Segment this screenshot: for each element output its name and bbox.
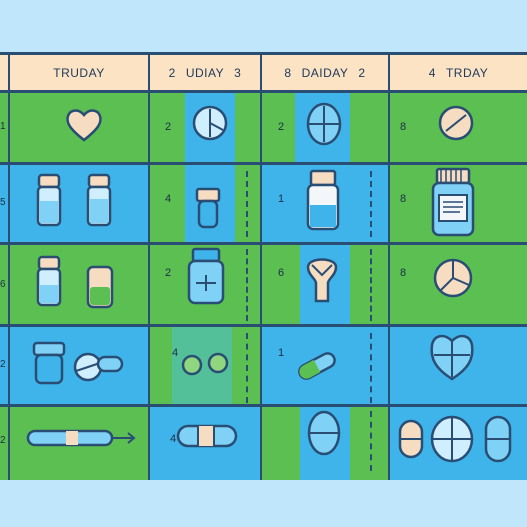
schedule-row-5: 2 4 [0, 407, 527, 480]
header-prefix-4: 4 [428, 65, 436, 80]
schedule-row-3: 6 2 6 8 [0, 245, 527, 327]
row-1-num-c: 8 [400, 121, 407, 133]
row-1-side-label: 1 [0, 121, 6, 132]
capsule-icon [298, 352, 336, 380]
row-1-num-b: 2 [278, 121, 285, 133]
row-2-num-b: 1 [278, 193, 285, 205]
row-4-num-b: 1 [278, 347, 285, 359]
assorted-pills-icon [398, 415, 512, 463]
header-col-2: 2 UDIAY 3 [150, 55, 262, 93]
prescription-bottle-icon [431, 167, 475, 237]
shield-pill-icon [306, 258, 338, 303]
schedule-row-4: 2 4 1 [0, 327, 527, 407]
row-3-num-c: 8 [400, 267, 407, 279]
row-2-side-label: 5 [0, 197, 6, 208]
heart-pill-icon [66, 109, 102, 142]
row-2-num-c: 8 [400, 193, 407, 205]
row-3-side-label: 6 [0, 279, 6, 290]
schedule-row-1: 1 2 2 8 [0, 93, 527, 165]
vial-icon [36, 255, 62, 307]
header-label-4: TRDAY [445, 65, 489, 80]
schedule-row-2: 5 4 1 8 [0, 165, 527, 245]
medicine-bottle-icon [187, 247, 225, 305]
header-label-3: DAIDAY [301, 65, 349, 80]
jar-icon [32, 341, 66, 385]
green-capsule-jar-icon [86, 265, 114, 309]
medicine-bottle-icon [306, 169, 340, 231]
row-3-num-b: 6 [278, 267, 285, 279]
row-5-side-label: 2 [0, 435, 6, 446]
header-label-1: TRUDAY [53, 65, 105, 80]
row-4-num-a: 4 [172, 347, 179, 359]
header-corner [0, 55, 10, 93]
schedule-grid: TRUDAY 2 UDIAY 3 8 DAIDAY 2 4 TRDAY 1 2 [0, 52, 527, 480]
header-prefix-3: 8 [284, 65, 292, 80]
segmented-tablet-icon [433, 258, 473, 298]
capsule-and-tablet-icon [73, 352, 124, 382]
row-4-side-label: 2 [0, 359, 6, 370]
header-suffix-3: 2 [358, 65, 366, 80]
header-prefix-2: 2 [168, 65, 176, 80]
header-col-1: TRUDAY [10, 55, 150, 93]
header-suffix-2: 3 [234, 65, 242, 80]
long-capsule-icon [176, 424, 238, 448]
round-tablet-icon [192, 105, 228, 141]
green-pills-icon [181, 352, 229, 376]
header-col-4: 4 TRDAY [390, 55, 527, 93]
cream-tablet-icon [438, 105, 474, 141]
row-2-num-a: 4 [165, 193, 172, 205]
row-5-num-a: 4 [170, 433, 177, 445]
small-bottle-icon [195, 187, 221, 229]
vial-icon [36, 173, 62, 227]
oval-tablet-icon [307, 410, 341, 456]
vial-icon [86, 173, 112, 227]
row-1-num-a: 2 [165, 121, 172, 133]
header-label-2: UDIAY [185, 65, 225, 80]
header-col-3: 8 DAIDAY 2 [262, 55, 390, 93]
heart-tablet-icon [430, 334, 474, 381]
row-3-num-a: 2 [165, 267, 172, 279]
oval-tablet-icon [306, 102, 342, 146]
syringe-icon [26, 429, 136, 447]
